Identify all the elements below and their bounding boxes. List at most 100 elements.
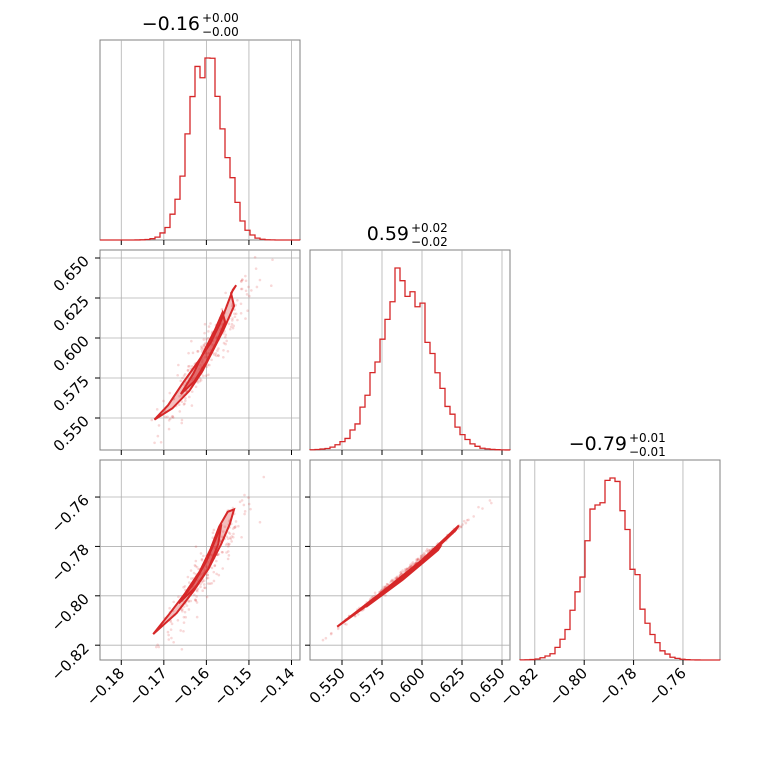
sample-point: [206, 576, 210, 580]
sample-point: [205, 576, 209, 580]
sample-point: [212, 570, 216, 574]
sample-point: [408, 566, 411, 569]
sample-point: [330, 631, 333, 635]
sample-point: [226, 349, 230, 353]
sample-point: [171, 415, 175, 418]
sample-point: [212, 528, 216, 532]
sample-point: [200, 347, 203, 351]
y-tick-label: −0.78: [48, 541, 93, 586]
sample-point: [215, 572, 218, 576]
x-tick-label: −0.82: [496, 664, 541, 709]
sample-point: [187, 395, 191, 399]
x-tick-label: −0.18: [83, 664, 128, 709]
y-tick-label: 0.550: [50, 412, 93, 455]
sample-point: [185, 604, 189, 607]
sample-point: [222, 349, 225, 352]
sample-point: [419, 554, 423, 558]
sample-point: [427, 549, 430, 552]
sample-point: [472, 515, 475, 518]
sample-point: [231, 535, 235, 539]
sample-point: [207, 325, 211, 328]
sample-point: [329, 632, 333, 636]
sample-point: [179, 393, 183, 397]
sample-point: [243, 512, 246, 516]
sample-point: [177, 595, 180, 599]
sample-point: [170, 636, 173, 640]
sample-point: [164, 415, 167, 419]
sample-point: [240, 287, 244, 291]
sample-point: [467, 518, 470, 522]
panel-frame: [309, 459, 511, 661]
sample-point: [193, 563, 197, 567]
sample-point: [417, 558, 420, 561]
sample-point: [416, 558, 419, 561]
sample-point: [422, 553, 425, 556]
sample-point: [177, 403, 181, 407]
sample-point: [206, 582, 210, 585]
sample-point: [169, 628, 173, 631]
sample-point: [231, 527, 235, 530]
sample-point: [190, 577, 193, 580]
sample-point: [206, 573, 209, 577]
sample-point: [201, 346, 204, 349]
panel-frame: [519, 459, 721, 661]
sample-point: [191, 351, 195, 355]
sample-point: [186, 575, 190, 579]
sample-point: [167, 427, 171, 431]
sample-point: [183, 584, 187, 588]
sample-point: [187, 365, 190, 368]
sample-point: [234, 525, 237, 528]
sample-point: [425, 547, 429, 551]
sample-point: [156, 643, 159, 647]
sample-point: [231, 326, 235, 330]
sample-point: [168, 606, 171, 610]
sample-point: [244, 274, 247, 278]
sample-point: [229, 537, 233, 541]
sample-point: [227, 543, 231, 546]
sample-point: [209, 322, 212, 325]
title-p1-sup: +0.02: [411, 221, 448, 235]
sample-point: [196, 381, 200, 384]
sample-point: [390, 578, 394, 582]
sample-point: [230, 319, 234, 322]
sample-point: [215, 559, 218, 563]
y-tick-label: −0.82: [48, 639, 93, 684]
sample-point: [409, 565, 412, 568]
sample-point: [226, 545, 230, 548]
panel-frame: [99, 459, 301, 661]
sample-point: [390, 579, 394, 583]
sample-point: [421, 553, 424, 557]
sample-point: [236, 318, 239, 322]
sample-point: [405, 567, 409, 570]
sample-point: [211, 531, 215, 535]
sample-point: [195, 595, 198, 598]
sample-point: [244, 279, 248, 283]
sample-point: [203, 342, 207, 346]
sample-point: [180, 647, 184, 651]
sample-point: [385, 583, 389, 586]
sample-point: [415, 559, 419, 562]
sample-point: [190, 364, 194, 368]
sample-point: [410, 562, 414, 566]
sample-point: [190, 404, 194, 407]
sample-point: [212, 579, 216, 583]
sample-point: [213, 353, 216, 357]
title-p1-sub: −0.02: [411, 235, 448, 249]
sample-point: [389, 581, 392, 584]
sample-point: [166, 630, 170, 634]
sample-point: [182, 374, 186, 378]
sample-point: [242, 503, 246, 507]
sample-point: [194, 385, 198, 389]
sample-point: [240, 535, 243, 539]
sample-point: [180, 609, 184, 613]
histogram-step-p0: [100, 57, 300, 241]
sample-point: [343, 622, 347, 626]
sample-point: [222, 341, 226, 345]
sample-point: [228, 542, 231, 546]
sample-point: [419, 556, 423, 560]
sample-point: [269, 284, 273, 288]
sample-point: [405, 567, 409, 571]
sample-point: [405, 568, 408, 571]
sample-point: [385, 582, 389, 586]
sample-point: [216, 349, 219, 352]
